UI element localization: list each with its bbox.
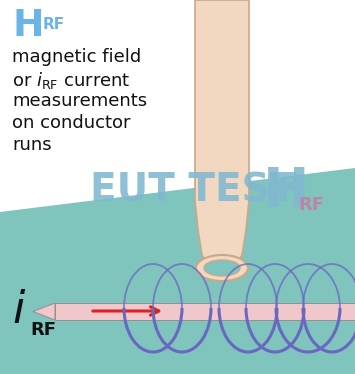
Text: EUT TEST: EUT TEST [90,171,296,209]
Text: RF: RF [298,196,324,214]
Text: $\mathbf{H}$: $\mathbf{H}$ [12,8,42,44]
Text: runs: runs [12,136,51,154]
Ellipse shape [196,255,248,281]
Text: RF: RF [30,321,56,339]
Text: RF: RF [43,17,65,32]
Ellipse shape [204,260,240,276]
Polygon shape [195,0,249,274]
Text: $\mathbf{H}$: $\mathbf{H}$ [262,165,305,219]
Text: magnetic field: magnetic field [12,48,141,66]
Text: or $\mathit{i}_{\mathsf{RF}}$ current: or $\mathit{i}_{\mathsf{RF}}$ current [12,70,131,91]
Polygon shape [0,168,355,374]
Bar [55,303,355,320]
Text: on conductor: on conductor [12,114,131,132]
Polygon shape [33,303,55,320]
Text: measurements: measurements [12,92,147,110]
Text: $\mathit{i}$: $\mathit{i}$ [12,288,26,332]
